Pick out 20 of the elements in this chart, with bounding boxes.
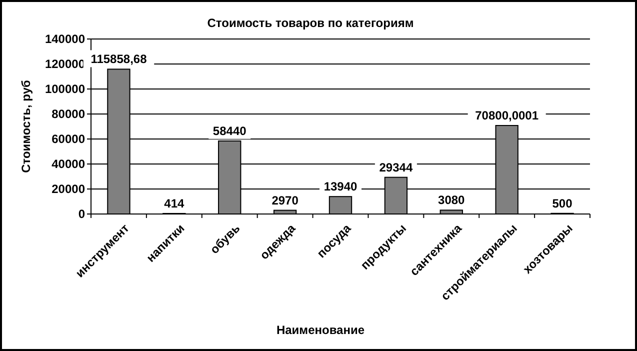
y-tick-label: 40000	[52, 157, 86, 172]
y-tick-label: 60000	[52, 132, 86, 146]
y-tick-label: 140000	[44, 32, 86, 46]
y-tick-label: 0	[78, 207, 86, 222]
chart-title: Стоимость товаров по категориям	[207, 16, 414, 30]
data-label: 2970	[272, 193, 299, 208]
data-label: 70800,0001	[475, 108, 539, 122]
data-label: 13940	[324, 180, 358, 194]
x-axis-title: Наименование	[276, 323, 365, 337]
data-label: 414	[164, 196, 184, 210]
y-tick-label: 80000	[52, 107, 86, 122]
y-tick-label: 120000	[44, 57, 86, 72]
data-label: 29344	[379, 160, 413, 174]
y-tick-label: 20000	[52, 182, 86, 196]
data-label: 3080	[438, 193, 466, 208]
data-label: 58440	[212, 124, 247, 138]
data-label: 500	[552, 196, 573, 210]
y-tick-label: 100000	[44, 82, 86, 96]
y-axis-title: Стоимость, руб	[19, 80, 33, 173]
data-label: 115858,68	[90, 52, 148, 66]
